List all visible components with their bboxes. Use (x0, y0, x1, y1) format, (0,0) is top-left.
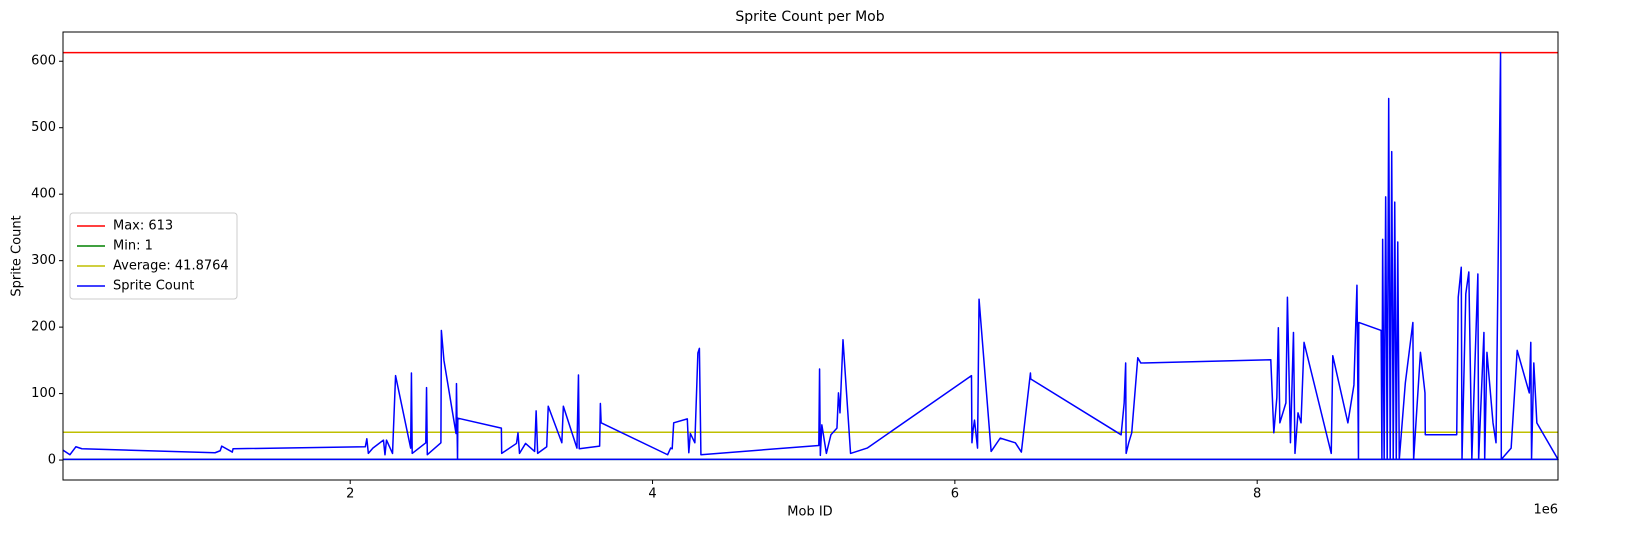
y-tick-label: 100 (31, 386, 56, 401)
legend-label: Average: 41.8764 (113, 259, 229, 274)
y-tick-label: 300 (31, 253, 56, 268)
x-tick-label: 4 (648, 487, 656, 502)
y-axis-label: Sprite Count (10, 215, 25, 296)
chart-title: Sprite Count per Mob (735, 9, 884, 25)
legend-box (69, 212, 238, 300)
y-tick-label: 600 (31, 54, 56, 69)
x-axis-label: Mob ID (787, 505, 832, 520)
y-tick-label: 400 (31, 187, 56, 202)
x-offset-text: 1e6 (1533, 503, 1558, 518)
legend-label: Min: 1 (113, 239, 153, 254)
x-tick-label: 2 (346, 487, 354, 502)
y-tick-label: 200 (31, 320, 56, 335)
y-tick-label: 0 (48, 453, 56, 468)
legend-label: Sprite Count (113, 279, 194, 294)
x-tick-label: 8 (1253, 487, 1261, 502)
x-tick-label: 6 (951, 487, 959, 502)
y-tick-label: 500 (31, 120, 56, 135)
legend-label: Max: 613 (113, 219, 173, 234)
data-line (62, 51, 1559, 461)
axes-frame (62, 31, 1559, 481)
